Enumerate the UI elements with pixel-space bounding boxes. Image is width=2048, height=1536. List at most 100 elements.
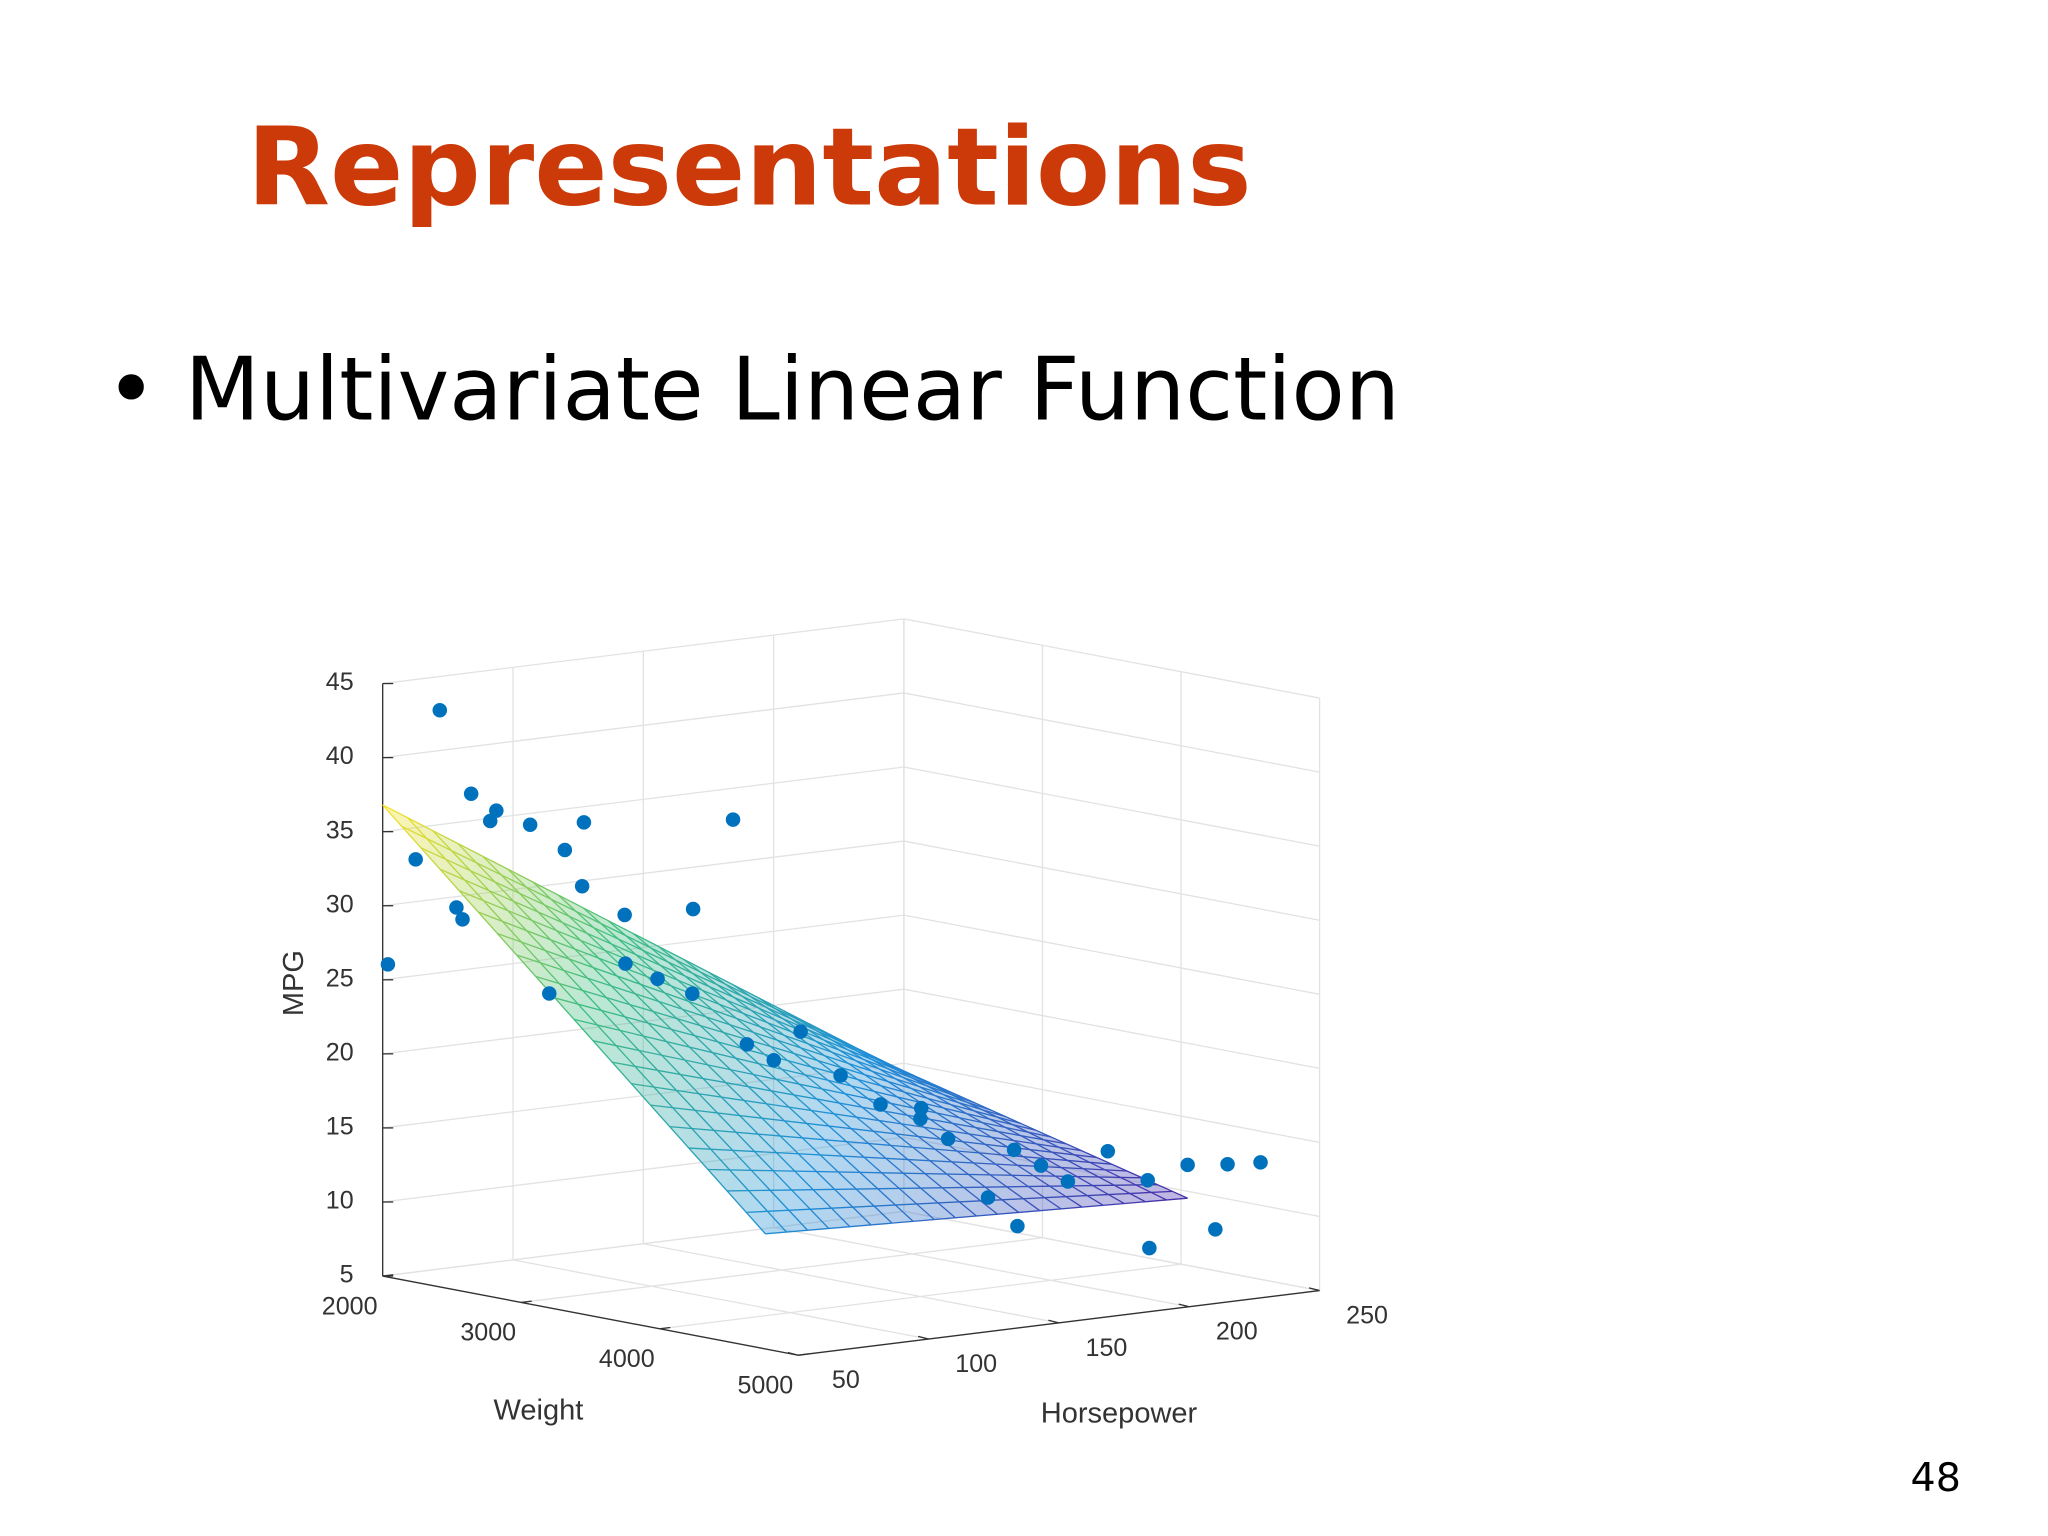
grid-line	[512, 1259, 929, 1340]
y-tick	[787, 1351, 799, 1356]
y-tick-label: 50	[832, 1366, 860, 1394]
data-point	[1180, 1157, 1195, 1173]
x-tick	[798, 1353, 809, 1356]
data-point	[455, 912, 470, 927]
x-tick-label: 5000	[737, 1372, 793, 1400]
surface-line	[612, 1061, 1067, 1145]
grid-line	[903, 618, 1320, 699]
grid-line	[903, 1062, 1320, 1144]
z-tick-label: 45	[326, 668, 354, 696]
data-point	[557, 842, 573, 858]
fit-surface	[382, 804, 1188, 1235]
data-point	[449, 900, 464, 915]
data-point	[1033, 1158, 1049, 1173]
data-point	[1060, 1174, 1076, 1189]
y-tick-label: 250	[1346, 1302, 1388, 1330]
surface-line	[708, 971, 1041, 1212]
data-point	[1100, 1144, 1116, 1159]
grid-line	[773, 1226, 1190, 1308]
data-point	[913, 1100, 929, 1116]
y-tick	[1048, 1319, 1060, 1324]
data-point	[873, 1097, 888, 1112]
y-axis-label: Horsepower	[1041, 1397, 1198, 1429]
data-point	[1208, 1222, 1223, 1237]
data-point	[940, 1131, 956, 1147]
y-tick	[1178, 1303, 1190, 1308]
surface-line	[669, 1125, 1112, 1165]
slide-title: Representations	[247, 105, 1252, 231]
data-point	[542, 986, 557, 1001]
x-axis	[382, 1275, 799, 1356]
data-point	[1006, 1142, 1022, 1158]
z-tick-label: 25	[326, 964, 354, 992]
data-point	[913, 1111, 928, 1127]
z-tick-label: 30	[326, 890, 354, 918]
surface-line	[833, 1035, 1146, 1203]
surface-line	[650, 1104, 1097, 1159]
y-tick-label: 200	[1216, 1318, 1258, 1346]
data-point	[380, 957, 396, 972]
y-tick-label: 150	[1086, 1334, 1128, 1362]
data-point	[1142, 1240, 1157, 1256]
data-point	[685, 901, 701, 917]
data-point	[617, 907, 632, 923]
data-point	[1140, 1173, 1155, 1188]
data-point	[766, 1052, 782, 1068]
x-tick	[659, 1326, 671, 1330]
data-point	[482, 813, 498, 829]
grid-line	[903, 692, 1320, 773]
data-point	[576, 815, 592, 830]
y-tick-label: 100	[955, 1350, 997, 1378]
z-tick-label: 35	[326, 816, 354, 844]
surface-line	[733, 984, 1062, 1210]
surface-line	[727, 1183, 1158, 1192]
data-point	[650, 971, 665, 987]
data-point	[618, 956, 633, 971]
data-point	[1220, 1157, 1235, 1172]
data-point	[980, 1190, 996, 1205]
z-axis-label: MPG	[278, 950, 310, 1016]
y-tick	[917, 1335, 929, 1340]
surface-line	[382, 804, 885, 1063]
data-point	[793, 1024, 808, 1039]
x-tick-label: 3000	[460, 1319, 516, 1347]
grid-line	[903, 988, 1320, 1070]
z-tick-label: 15	[326, 1113, 354, 1141]
grid-line	[643, 1243, 1060, 1324]
bullet-text: Multivariate Linear Function	[185, 339, 1400, 441]
surface-line	[658, 945, 999, 1215]
z-tick-label: 10	[326, 1187, 354, 1215]
surface-line	[688, 1147, 1127, 1172]
plot: 5 10 15 20 25 30 35 40 45 2000 3000 4000 5000 50 100 15…	[278, 618, 1388, 1429]
x-tick-label: 2000	[322, 1292, 378, 1320]
grid-line	[903, 1210, 1320, 1292]
x-tick	[382, 1274, 394, 1277]
surface-line	[746, 1190, 1173, 1214]
data-point	[522, 817, 538, 833]
data-point	[725, 812, 741, 827]
x-axis-label: Weight	[494, 1395, 584, 1427]
data-point	[1253, 1155, 1268, 1170]
x-tick	[521, 1300, 532, 1304]
surface-line	[632, 933, 977, 1217]
data-point	[463, 786, 479, 802]
surface-line	[783, 1010, 1104, 1206]
surface-line	[808, 1023, 1125, 1205]
page-number: 48	[1911, 1455, 1961, 1501]
x-tick-label: 4000	[599, 1345, 655, 1373]
surface-line	[631, 1083, 1082, 1152]
data-point	[685, 986, 700, 1001]
surface-line	[593, 1040, 1052, 1138]
bullet-dot: •	[106, 339, 157, 441]
data-point	[574, 878, 590, 894]
z-tick-label: 40	[326, 742, 354, 770]
grid-line	[903, 914, 1320, 995]
surface-line	[683, 958, 1020, 1213]
surface-line	[883, 1061, 1188, 1199]
z-tick-label: 20	[326, 1038, 354, 1066]
y-axis	[798, 1289, 1320, 1356]
grid-line	[903, 766, 1320, 847]
data-point	[408, 852, 423, 867]
data-point	[432, 703, 448, 718]
